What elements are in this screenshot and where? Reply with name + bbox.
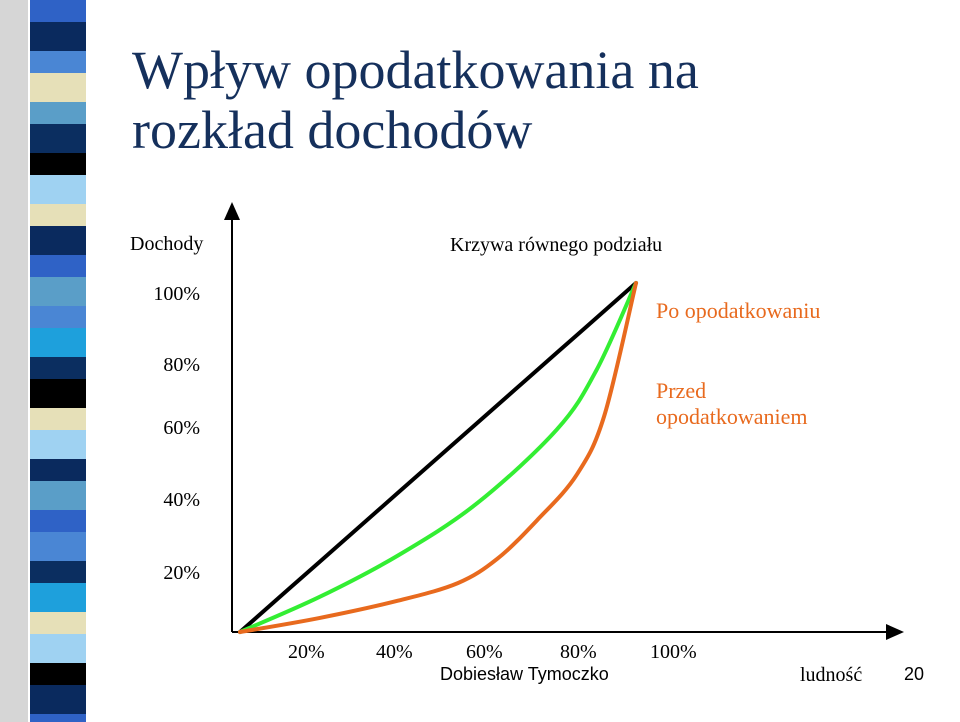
stripe-block xyxy=(30,612,86,634)
stripe-block xyxy=(30,357,86,379)
y-tick-label: 80% xyxy=(163,354,200,376)
stripe-block xyxy=(30,634,86,663)
stripe-block xyxy=(30,306,86,328)
stripe-block xyxy=(30,379,86,408)
stripe-block xyxy=(30,226,86,255)
footer-author: Dobiesław Tymoczko xyxy=(440,664,609,684)
y-tick-label: 60% xyxy=(163,417,200,439)
stripe-block xyxy=(30,73,86,102)
x-tick-label: 60% xyxy=(466,641,503,663)
x-tick-label: 80% xyxy=(560,641,597,663)
y-tick-label: 20% xyxy=(163,562,200,584)
after-tax-curve-label: Po opodatkowaniu xyxy=(656,298,821,323)
stripe-block xyxy=(30,714,86,722)
stripe-block xyxy=(30,328,86,357)
stripe-block xyxy=(30,102,86,124)
y-tick-label: 40% xyxy=(163,489,200,511)
stripe-block xyxy=(30,459,86,481)
stripe-block xyxy=(30,663,86,685)
x-tick-label: 100% xyxy=(650,641,697,663)
y-tick-label: 100% xyxy=(153,283,200,305)
stripe-block xyxy=(30,175,86,204)
y-axis-label: Dochody xyxy=(130,233,204,255)
slide-title: Wpływ opodatkowania na rozkład dochodów xyxy=(132,40,699,160)
stripe-block xyxy=(30,510,86,532)
stripe-block xyxy=(30,685,86,714)
stripe-block xyxy=(30,408,86,430)
x-tick-label: 20% xyxy=(288,641,325,663)
stripe-block xyxy=(30,277,86,306)
x-tick-label: 40% xyxy=(376,641,413,663)
before-tax-label-line1: Przed xyxy=(656,378,707,403)
stripe-block xyxy=(30,0,86,22)
decorative-stripe xyxy=(0,0,86,722)
stripe-block xyxy=(30,430,86,459)
before-tax-label-line2: opodatkowaniem xyxy=(656,404,808,429)
slide-title-line1: Wpływ opodatkowania na xyxy=(132,40,699,100)
before-tax-curve xyxy=(238,281,638,634)
slide-title-line2: rozkład dochodów xyxy=(132,100,533,160)
stripe-block xyxy=(30,124,86,153)
stripe-block xyxy=(30,51,86,73)
page-number: 20 xyxy=(904,664,925,684)
stripe-block xyxy=(30,532,86,561)
stripe-block xyxy=(30,153,86,175)
stripe-block xyxy=(30,561,86,583)
x-axis-label: ludność xyxy=(800,664,863,686)
stripe-block xyxy=(30,255,86,277)
after-tax-curve xyxy=(238,281,638,634)
equality-line xyxy=(238,281,638,634)
before-tax-curve-label: Przed opodatkowaniem xyxy=(656,378,808,430)
stripe-block xyxy=(30,22,86,51)
stripe-block xyxy=(30,204,86,226)
stripe-block xyxy=(30,481,86,510)
equality-curve-label: Krzywa równego podziału xyxy=(450,234,663,256)
stripe-block xyxy=(30,583,86,612)
